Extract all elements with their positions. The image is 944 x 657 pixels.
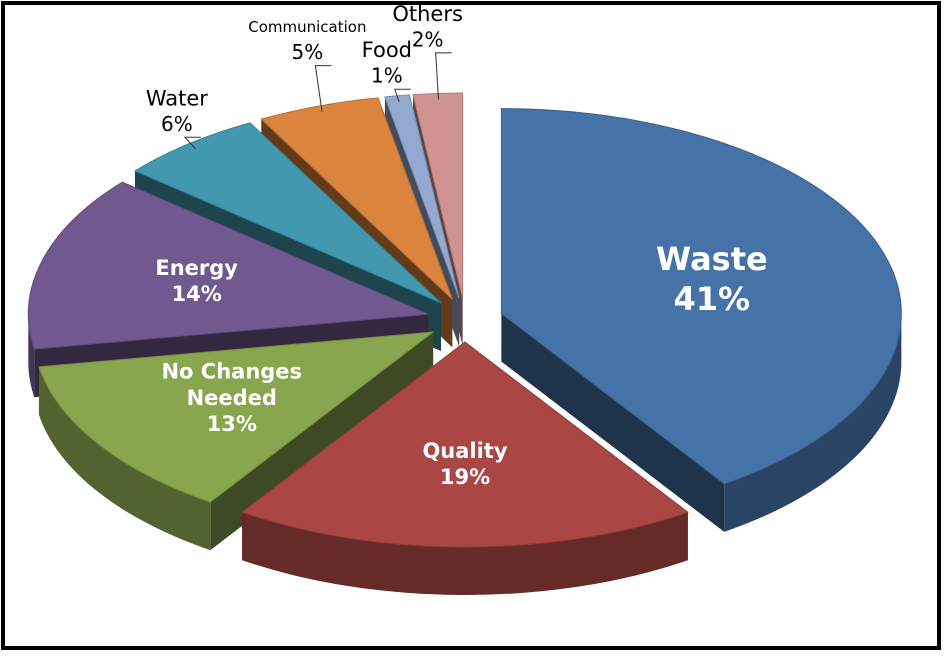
slice-value-label: 5% bbox=[292, 40, 324, 64]
slice-value-label: 13% bbox=[207, 412, 257, 436]
leader-line bbox=[314, 65, 332, 113]
slice-top bbox=[27, 181, 429, 350]
slice-side bbox=[242, 512, 688, 595]
slice-top bbox=[241, 341, 689, 548]
leader-line bbox=[435, 52, 452, 100]
slices bbox=[27, 92, 902, 595]
slice-label: Waste bbox=[656, 240, 768, 278]
slice-label: No Changes Needed bbox=[161, 360, 302, 410]
slice-top bbox=[38, 331, 435, 503]
slice-label: Energy bbox=[155, 256, 238, 280]
slice-side bbox=[724, 313, 902, 532]
slice-top bbox=[133, 122, 442, 304]
slice-side bbox=[28, 314, 35, 398]
slice-wall bbox=[501, 313, 725, 532]
slice bbox=[500, 108, 902, 532]
slice-value-label: 6% bbox=[161, 112, 193, 136]
leader-line bbox=[394, 88, 411, 102]
slice-top bbox=[500, 108, 902, 485]
slice-label: Food bbox=[362, 38, 412, 62]
slice-label: Communication bbox=[248, 18, 366, 36]
slice-value-label: 19% bbox=[440, 465, 490, 489]
slice-value-label: 41% bbox=[674, 280, 751, 318]
slice bbox=[241, 341, 689, 595]
slice-label: Others bbox=[392, 2, 463, 26]
slice-side bbox=[38, 366, 211, 551]
slice-value-label: 2% bbox=[412, 27, 444, 51]
slice-value-label: 1% bbox=[371, 64, 403, 88]
slice-label: Quality bbox=[422, 439, 507, 463]
leader-line bbox=[183, 136, 201, 150]
slice-top bbox=[260, 97, 453, 300]
slice-label: Water bbox=[146, 86, 208, 110]
slice-value-label: 14% bbox=[172, 282, 222, 306]
